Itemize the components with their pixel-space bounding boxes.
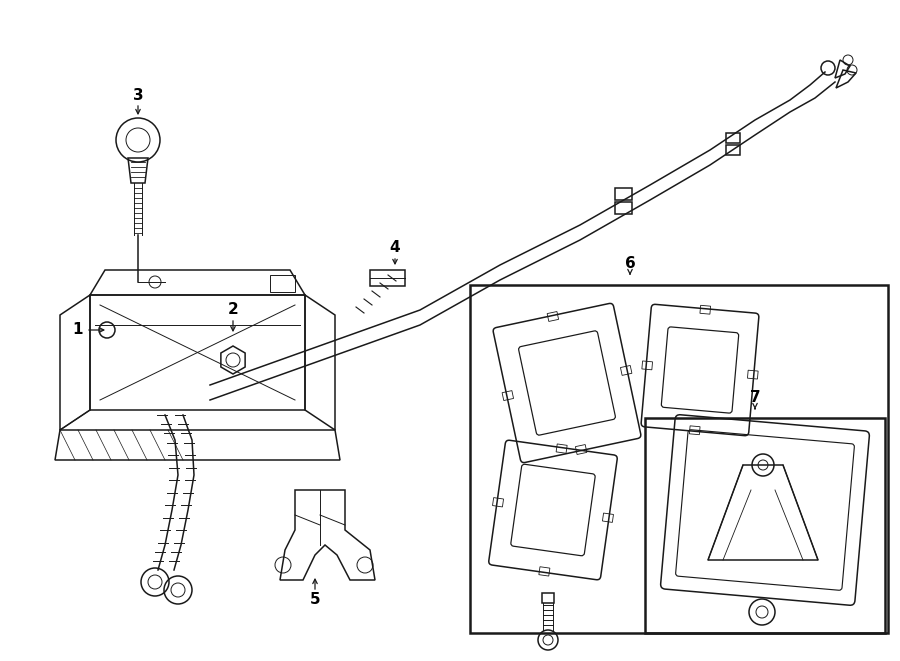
Text: 6: 6 <box>625 256 635 270</box>
Text: 7: 7 <box>750 391 760 405</box>
Text: 5: 5 <box>310 592 320 607</box>
Text: 1: 1 <box>73 323 83 338</box>
Text: 4: 4 <box>390 241 400 256</box>
Text: 2: 2 <box>228 303 238 317</box>
Text: 3: 3 <box>132 87 143 102</box>
